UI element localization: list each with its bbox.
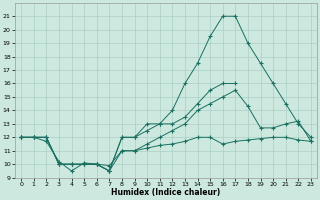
X-axis label: Humidex (Indice chaleur): Humidex (Indice chaleur) — [111, 188, 221, 197]
